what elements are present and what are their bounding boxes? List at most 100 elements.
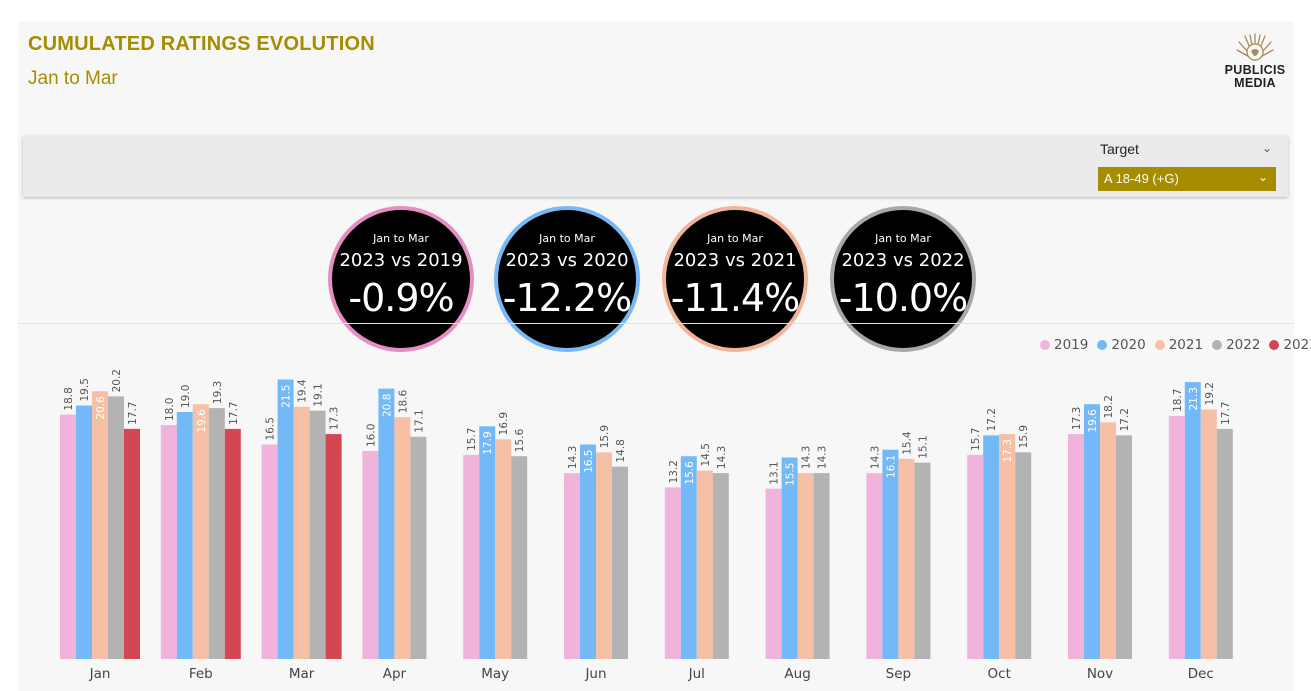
kpi-value: -12.2% — [502, 276, 632, 320]
data-label-2022-Sep: 15.1 — [917, 435, 929, 458]
data-label-2019-Dec: 18.7 — [1172, 389, 1184, 412]
bar-2020-Dec[interactable] — [1184, 382, 1201, 659]
report-subtitle: Jan to Mar — [28, 68, 118, 89]
bar-2019-Nov[interactable] — [1068, 434, 1084, 659]
target-dropdown[interactable]: A 18-49 (+G) ⌄ — [1098, 167, 1276, 191]
legend-item-2020[interactable]: 2020 — [1097, 337, 1146, 353]
data-label-2019-May: 15.7 — [466, 428, 478, 451]
data-label-2021-Mar: 19.4 — [297, 379, 309, 403]
x-tick-label-Dec: Dec — [1188, 666, 1214, 682]
bar-2019-Feb[interactable] — [160, 425, 177, 659]
kpi-value: -11.4% — [670, 276, 800, 320]
bar-2021-Aug[interactable] — [797, 473, 814, 659]
bar-2023-Mar[interactable] — [325, 434, 342, 659]
data-label-2019-Apr: 16.0 — [365, 424, 377, 447]
bar-2020-Jul[interactable] — [680, 456, 697, 659]
bar-2019-Aug[interactable] — [765, 488, 782, 659]
bar-2019-Apr[interactable] — [362, 451, 379, 659]
bar-2022-Aug[interactable] — [813, 473, 830, 659]
data-label-2022-May: 15.6 — [514, 429, 526, 453]
logo-text-media: MEDIA — [1234, 76, 1276, 90]
kpi-comparison: 2023 vs 2022 — [841, 250, 965, 271]
kpi-card-2020: Jan to Mar 2023 vs 2020 -12.2% — [494, 206, 640, 352]
bar-2019-Dec[interactable] — [1168, 415, 1185, 659]
bar-2021-Sep[interactable] — [898, 458, 915, 659]
bar-2022-Mar[interactable] — [309, 410, 326, 659]
data-label-2022-Feb: 19.3 — [212, 381, 224, 404]
bar-2022-Nov[interactable] — [1116, 435, 1132, 659]
bar-2020-Nov[interactable] — [1084, 404, 1100, 659]
data-label-2019-Oct: 15.7 — [970, 428, 982, 451]
bar-2022-Jun[interactable] — [612, 466, 628, 659]
bar-2021-Dec[interactable] — [1200, 409, 1217, 659]
bar-2021-May[interactable] — [495, 439, 512, 659]
bar-2019-Mar[interactable] — [261, 444, 278, 660]
bar-2022-Oct[interactable] — [1015, 452, 1032, 659]
bar-2019-Jul[interactable] — [664, 487, 681, 659]
data-label-2019-Jan: 18.8 — [63, 387, 75, 410]
bar-2020-Mar[interactable] — [277, 379, 294, 660]
data-label-2019-Feb: 18.0 — [164, 398, 176, 421]
bar-2022-Dec[interactable] — [1216, 428, 1233, 659]
bar-2019-Sep[interactable] — [866, 473, 883, 659]
chevron-down-icon: ⌄ — [1257, 170, 1268, 184]
legend-item-2023[interactable]: 2023 — [1269, 337, 1311, 353]
bar-2020-Aug[interactable] — [781, 457, 798, 660]
bar-2019-Oct[interactable] — [967, 454, 984, 659]
data-label-2021-Apr: 18.6 — [397, 390, 409, 414]
data-label-2021-Jul: 14.5 — [700, 443, 712, 466]
bar-2021-Jul[interactable] — [696, 470, 713, 660]
bar-2020-Oct[interactable] — [983, 435, 1000, 659]
legend-label-2022: 2022 — [1226, 337, 1261, 353]
bar-2020-Feb[interactable] — [176, 412, 193, 659]
bar-2021-Mar[interactable] — [293, 406, 310, 659]
legend-label-2019: 2019 — [1054, 337, 1089, 353]
bar-2019-May[interactable] — [463, 454, 480, 659]
bar-2021-Nov[interactable] — [1100, 422, 1116, 659]
legend-label-2021: 2021 — [1168, 337, 1204, 353]
bar-2023-Feb[interactable] — [224, 428, 241, 659]
legend-item-2019[interactable]: 2019 — [1040, 337, 1088, 353]
legend-item-2022[interactable]: 2022 — [1212, 337, 1260, 353]
lion-emblem-icon — [1236, 33, 1274, 61]
bar-2019-Jan[interactable] — [60, 414, 76, 659]
data-label-2020-Jan: 19.5 — [79, 378, 91, 401]
bar-2023-Jan[interactable] — [124, 428, 140, 659]
kpi-card-2021: Jan to Mar 2023 vs 2021 -11.4% — [662, 206, 808, 352]
bar-2019-Jun[interactable] — [564, 473, 580, 659]
bar-2020-Sep[interactable] — [882, 449, 899, 659]
bar-2021-Feb[interactable] — [192, 404, 209, 659]
x-tick-label-Nov: Nov — [1087, 666, 1113, 682]
legend-item-2021[interactable]: 2021 — [1154, 337, 1204, 353]
bar-2022-Jul[interactable] — [712, 473, 729, 659]
data-label-2020-Mar: 21.5 — [281, 385, 293, 408]
bar-2022-Apr[interactable] — [410, 436, 427, 659]
data-label-2019-Nov: 17.3 — [1071, 407, 1083, 430]
bar-2021-Jun[interactable] — [596, 452, 612, 659]
bar-2020-Apr[interactable] — [378, 388, 395, 659]
bar-2022-Feb[interactable] — [208, 408, 225, 659]
bar-2020-Jan[interactable] — [76, 405, 92, 660]
data-label-2020-Feb: 19.0 — [180, 385, 192, 408]
bar-2021-Oct[interactable] — [999, 434, 1016, 659]
data-label-2020-Aug: 15.5 — [785, 463, 797, 486]
chart-legend: 2019 2020 2021 2022 2023 — [1040, 337, 1311, 353]
data-label-2020-Jun: 16.5 — [583, 450, 595, 473]
bar-2022-May[interactable] — [511, 456, 528, 659]
legend-swatch-2020 — [1097, 340, 1108, 350]
slicer-collapse-chevron-icon[interactable]: ⌄ — [1262, 141, 1273, 155]
bar-2022-Jan[interactable] — [108, 396, 124, 659]
target-dropdown-value: A 18-49 (+G) — [1104, 171, 1179, 186]
bar-2020-Jun[interactable] — [580, 444, 596, 660]
data-label-2022-Jan: 20.2 — [111, 369, 123, 392]
data-label-2022-Aug: 14.3 — [817, 446, 829, 469]
kpi-comparison: 2023 vs 2021 — [673, 250, 797, 271]
bar-2020-May[interactable] — [479, 426, 496, 659]
bar-2021-Apr[interactable] — [394, 417, 411, 659]
data-label-2021-Nov: 18.2 — [1103, 395, 1115, 418]
bar-2022-Sep[interactable] — [914, 462, 931, 659]
target-slicer-label: Target — [1100, 141, 1139, 157]
kpi-value: -10.0% — [838, 276, 968, 320]
bar-2021-Jan[interactable] — [92, 391, 108, 659]
data-label-2021-Jun: 15.9 — [599, 425, 611, 448]
